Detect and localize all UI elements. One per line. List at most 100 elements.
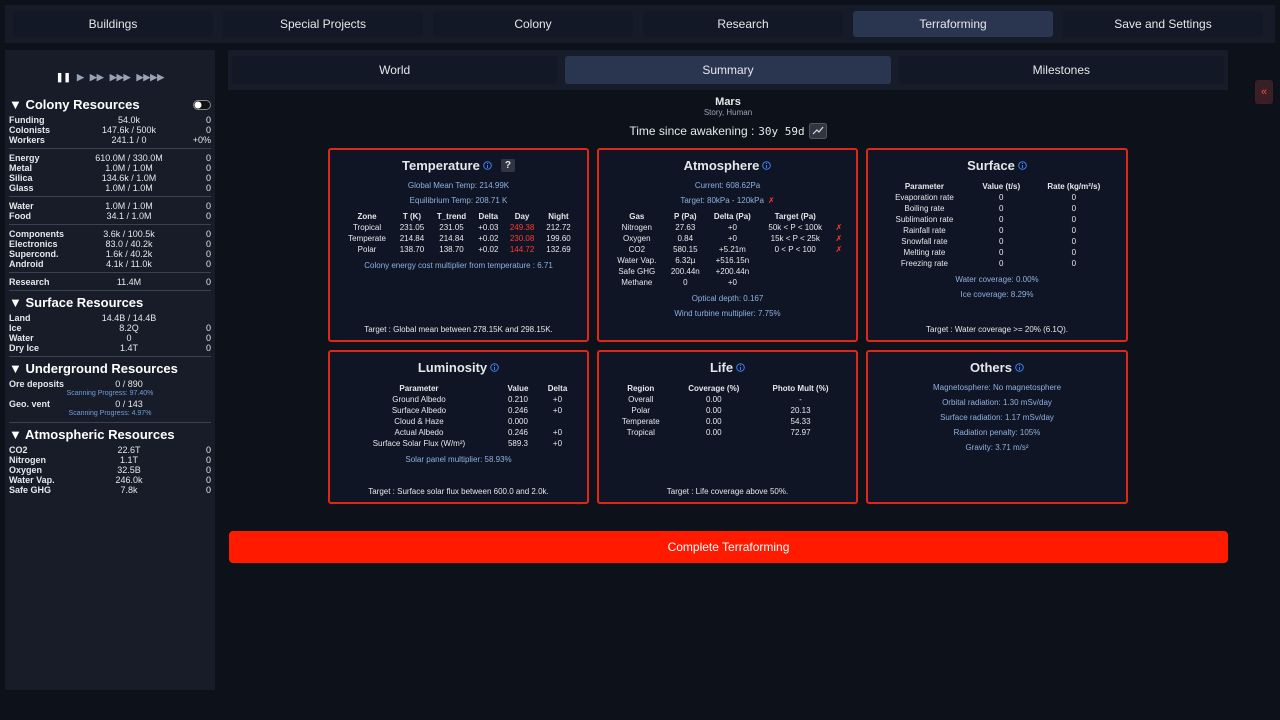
header-cell: Gas — [629, 212, 645, 221]
info-icon[interactable] — [736, 362, 745, 372]
table-cell: 0.246 — [507, 406, 528, 415]
table-cell: 580.15 — [673, 245, 698, 254]
nav-tab[interactable]: Research — [643, 11, 843, 37]
info-icon[interactable] — [762, 160, 772, 170]
header-cell: T (K) — [402, 212, 422, 221]
help-button[interactable]: ? — [500, 158, 515, 172]
resource-rate: 0 — [205, 239, 211, 249]
resource-value: 0 / 143 — [115, 399, 143, 409]
info-line: Orbital radiation: 1.30 mSv/day — [942, 398, 1052, 407]
table-row: Temperate 214.84 214.84 +0.02 230.08 199.60 — [340, 233, 576, 244]
toggle[interactable] — [193, 99, 211, 110]
table-cell: ✗ — [835, 245, 843, 254]
resource-value: 246.0k — [115, 475, 143, 485]
table-cell: Tropical — [352, 223, 382, 232]
resource-row: Metal 1.0M / 1.0M 0 — [9, 163, 211, 173]
nav-tab[interactable]: Buildings — [13, 11, 213, 37]
info-line: Current: 608.62Pa — [694, 181, 761, 190]
table-row: Cloud & Haze 0.000 — [340, 416, 576, 427]
resource-group: Land 14.4B / 14.4B Ice 8.2Q 0 Water 0 0 Dry Ice 1… — [9, 312, 211, 357]
table-cell: +0.02 — [478, 245, 499, 254]
table-cell: 50k < P < 100k — [768, 223, 823, 232]
nav-tab[interactable]: Colony — [433, 11, 633, 37]
table-cell: 138.70 — [399, 245, 425, 254]
info-line: Radiation penalty: 105% — [953, 428, 1041, 437]
table-cell: +200.44n — [715, 267, 750, 276]
table-cell: 0.00 — [705, 417, 722, 426]
resource-row: Android 4.1k / 11.0k 0 — [9, 259, 211, 269]
table-cell: 20.13 — [790, 406, 811, 415]
table-cell: Surface Albedo — [391, 406, 447, 415]
subtab[interactable]: Milestones — [898, 56, 1224, 84]
resource-note: Scanning Progress: 97.40% — [66, 390, 154, 397]
table-cell: Ground Albedo — [392, 395, 446, 404]
table-row: Water Vap. 6.32µ +516.15n — [609, 255, 845, 266]
table-cell: Safe GHG — [618, 267, 656, 276]
table-row: Oxygen 0.84 +0 15k < P < 25k ✗ — [609, 233, 845, 244]
header-cell: P (Pa) — [674, 212, 697, 221]
speed-controls: ❚❚ ▶ ▶▶ ▶▶▶ ▶▶▶▶ — [9, 72, 211, 83]
resource-row: Geo. vent 0 / 143 — [9, 399, 211, 409]
resource-value: 3.6k / 100.5k — [103, 229, 155, 239]
resource-name: Supercond. — [9, 249, 59, 259]
resource-note: Scanning Progress: 4.97% — [68, 410, 152, 417]
header-cell: Zone — [357, 212, 377, 221]
resource-row: Energy 610.0M / 330.0M 0 — [9, 153, 211, 163]
header-cell: T_trend — [436, 212, 467, 221]
subtab[interactable]: World — [232, 56, 558, 84]
table-cell: +516.15n — [715, 256, 750, 265]
speed-button[interactable]: ▶▶▶▶ — [136, 72, 165, 82]
info-icon[interactable] — [1015, 362, 1024, 372]
speed-button[interactable]: ▶ — [76, 72, 84, 82]
speed-button[interactable]: ▶▶▶ — [109, 72, 131, 82]
info-icon[interactable] — [490, 362, 499, 372]
resource-rate: 0 — [205, 475, 211, 485]
info-icon[interactable] — [483, 160, 492, 170]
resource-row: Workers 241.1 / 0 +0% — [9, 135, 211, 145]
info-line: Wind turbine multiplier: 7.75% — [674, 309, 781, 318]
table-cell: 6.32µ — [675, 256, 696, 265]
speed-button[interactable]: ❚❚ — [55, 72, 71, 82]
table-cell: 138.70 — [439, 245, 464, 254]
section-title-text: ▼ Surface Resources — [9, 295, 144, 310]
resource-value: 8.2Q — [119, 323, 139, 333]
chart-button[interactable] — [808, 123, 827, 139]
table-cell: Evaporation rate — [895, 193, 954, 202]
card-title-text: Surface — [967, 157, 1015, 173]
resource-value: 1.6k / 40.2k — [105, 249, 153, 259]
planet-header: Mars Story, Human Time since awakening :… — [228, 96, 1228, 139]
table-cell: 589.3 — [507, 439, 528, 448]
resource-name: Oxygen — [9, 465, 43, 475]
table-cell: 0 — [1071, 215, 1077, 224]
speed-button[interactable]: ▶▶ — [89, 72, 104, 82]
nav-tab[interactable]: Save and Settings — [1063, 11, 1263, 37]
table-cell: 0 — [999, 237, 1004, 246]
complete-button[interactable]: Complete Terraforming — [229, 531, 1228, 563]
table-cell: 230.08 — [509, 234, 535, 243]
collapse-button[interactable]: « — [1255, 80, 1273, 104]
nav-tab[interactable]: Terraforming — [853, 11, 1053, 37]
table-cell: +0 — [727, 234, 737, 243]
table-cell: +0.02 — [478, 234, 499, 243]
nav-tab[interactable]: Special Projects — [223, 11, 423, 37]
table-cell: Polar — [357, 245, 377, 254]
table-cell: 0 < P < 100 — [774, 245, 816, 254]
card-title: Surface — [868, 157, 1126, 173]
target-line: Target : Water coverage >= 20% (6.1Q). — [926, 325, 1068, 334]
resource-value: 34.1 / 1.0M — [106, 211, 152, 221]
info-line: Colony energy cost multiplier from tempe… — [364, 261, 553, 270]
resource-row: Ice 8.2Q 0 — [9, 323, 211, 333]
card-title: Others — [868, 359, 1126, 375]
resource-rate: 0 — [205, 115, 211, 125]
table-header: Parameter Value (t/s) Rate (kg/m²/s) — [878, 181, 1115, 192]
table-cell: 0.00 — [705, 428, 722, 437]
info-line: Solar panel multiplier: 58.93% — [405, 455, 512, 464]
header-cell: Delta (Pa) — [713, 212, 751, 221]
card: Surface Parameter Value (t/s) Rate (kg/m²/s… — [866, 148, 1128, 342]
section-title-text: ▼ Atmospheric Resources — [9, 427, 175, 442]
subtab[interactable]: Summary — [565, 56, 891, 84]
info-icon[interactable] — [1018, 160, 1027, 170]
table-cell: Tropical — [626, 428, 655, 437]
resource-rate: 0 — [205, 465, 211, 475]
resource-value: 32.5B — [117, 465, 141, 475]
